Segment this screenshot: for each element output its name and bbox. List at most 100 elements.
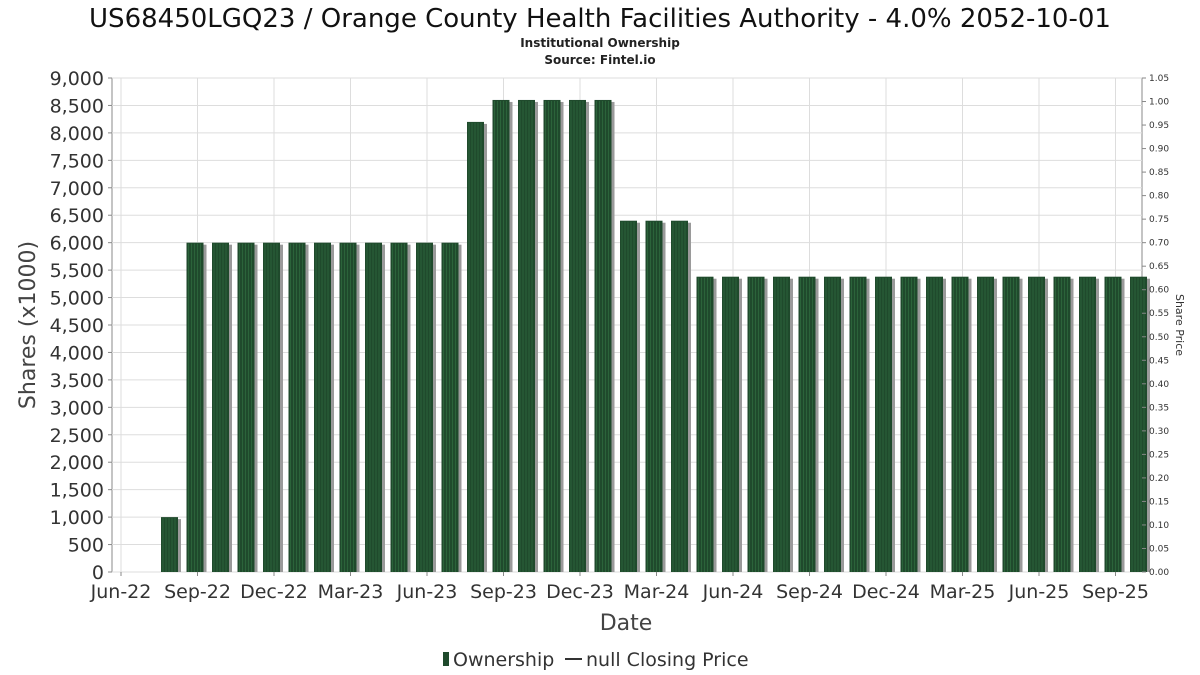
x-tick-label: Jun-22 (90, 581, 152, 603)
bar (518, 99, 535, 572)
bar (696, 276, 714, 572)
bar (620, 220, 637, 572)
bar-group (339, 242, 360, 572)
x-tick-label: Mar-24 (624, 581, 690, 603)
bar-group (492, 99, 513, 572)
legend-ownership-swatch (443, 652, 449, 666)
y-tick-label: 6,500 (50, 205, 104, 227)
y-axis-label: Shares (x1000) (16, 241, 41, 409)
bar-group (875, 276, 895, 572)
bar-group (798, 276, 819, 572)
bar-group (263, 242, 283, 572)
x-tick-label: Sep-22 (164, 581, 231, 603)
bar (671, 220, 688, 572)
bar (390, 242, 408, 572)
bar (1028, 276, 1045, 572)
y-right-tick-label: 0.80 (1149, 192, 1169, 202)
bar (951, 276, 969, 572)
bar (467, 121, 484, 573)
bar (1079, 276, 1096, 572)
bar-group (161, 517, 181, 572)
y-tick-label: 2,500 (50, 425, 104, 447)
bar-group (900, 276, 921, 572)
y-tick-label: 3,500 (50, 370, 104, 392)
y-tick-label: 500 (68, 535, 104, 557)
bar (875, 276, 892, 572)
bar-group (288, 242, 309, 572)
y-right-tick-label: 1.05 (1149, 74, 1169, 84)
bar-group (773, 276, 793, 572)
x-axis-ticks: Jun-22 Sep-22 Dec-22 Mar-23 Jun-23 Sep-23 Dec-… (90, 572, 1149, 603)
bar (314, 242, 331, 572)
bar-group (926, 276, 946, 572)
bar (1104, 276, 1122, 572)
bar (798, 276, 816, 572)
bar-group (1130, 276, 1150, 572)
bar (849, 276, 867, 572)
bar-group (696, 276, 717, 572)
y-tick-label: 1,500 (50, 480, 104, 502)
bar-group (594, 99, 615, 572)
y-right-tick-label: 0.15 (1149, 497, 1169, 507)
y-right-tick-label: 0.50 (1149, 333, 1169, 343)
x-tick-label: Jun-23 (396, 581, 458, 603)
bar-group (977, 276, 997, 572)
bar (773, 276, 790, 572)
bar-group (416, 242, 436, 572)
legend: Ownership null Closing Price (443, 649, 749, 671)
bars (161, 99, 1150, 573)
legend-closing-price-label: null Closing Price (586, 649, 749, 671)
y-tick-label: 8,000 (50, 123, 104, 145)
bar-group (212, 242, 232, 572)
bar (212, 242, 229, 572)
y-tick-label: 4,000 (50, 342, 104, 364)
y-right-tick-label: 0.25 (1149, 450, 1169, 460)
x-tick-label: Sep-24 (776, 581, 843, 603)
y-tick-label: 4,500 (50, 315, 104, 337)
y-tick-label: 9,000 (50, 68, 104, 90)
y-right-tick-label: 0.65 (1149, 262, 1169, 272)
y-right-tick-label: 0.00 (1149, 568, 1169, 578)
bar (161, 517, 178, 572)
bar-group (1002, 276, 1023, 572)
bar (926, 276, 943, 572)
x-tick-label: Mar-25 (930, 581, 996, 603)
y-right-tick-label: 0.35 (1149, 403, 1169, 413)
bar (416, 242, 433, 572)
bar-group (620, 220, 640, 572)
x-tick-label: Sep-23 (470, 581, 537, 603)
y-right-tick-label: 0.75 (1149, 215, 1169, 225)
y-tick-label: 7,000 (50, 178, 104, 200)
y-tick-label: 6,000 (50, 233, 104, 255)
y-right-tick-label: 0.95 (1149, 121, 1169, 131)
x-tick-label: Sep-25 (1082, 581, 1149, 603)
bar-group (1028, 276, 1048, 572)
x-tick-label: Dec-23 (546, 581, 614, 603)
x-tick-label: Jun-25 (1008, 581, 1070, 603)
bar-group (671, 220, 691, 572)
bar (441, 242, 459, 572)
y-right-tick-label: 0.60 (1149, 286, 1169, 296)
y-right-tick-label: 0.30 (1149, 427, 1169, 437)
bar-group (645, 220, 666, 572)
bar (1002, 276, 1020, 572)
bar (747, 276, 765, 572)
bar (263, 242, 280, 572)
bar-group (467, 121, 487, 573)
x-tick-label: Dec-24 (852, 581, 920, 603)
y-right-tick-label: 0.55 (1149, 309, 1169, 319)
bar (645, 220, 663, 572)
y-tick-label: 8,500 (50, 95, 104, 117)
bar-group (1079, 276, 1099, 572)
bar-group (186, 242, 207, 572)
bar-group (951, 276, 972, 572)
y-right-tick-label: 0.85 (1149, 168, 1169, 178)
bar-group (722, 276, 742, 572)
bar (365, 242, 382, 572)
y-right-tick-label: 1.00 (1149, 98, 1169, 108)
bar-group (441, 242, 462, 572)
y-tick-label: 1,000 (50, 507, 104, 529)
y-axis-right-ticks: 0.00 0.05 0.10 0.15 0.20 0.25 0.30 0.35 0.40 0.45… (1142, 74, 1169, 578)
y-tick-label: 2,000 (50, 452, 104, 474)
